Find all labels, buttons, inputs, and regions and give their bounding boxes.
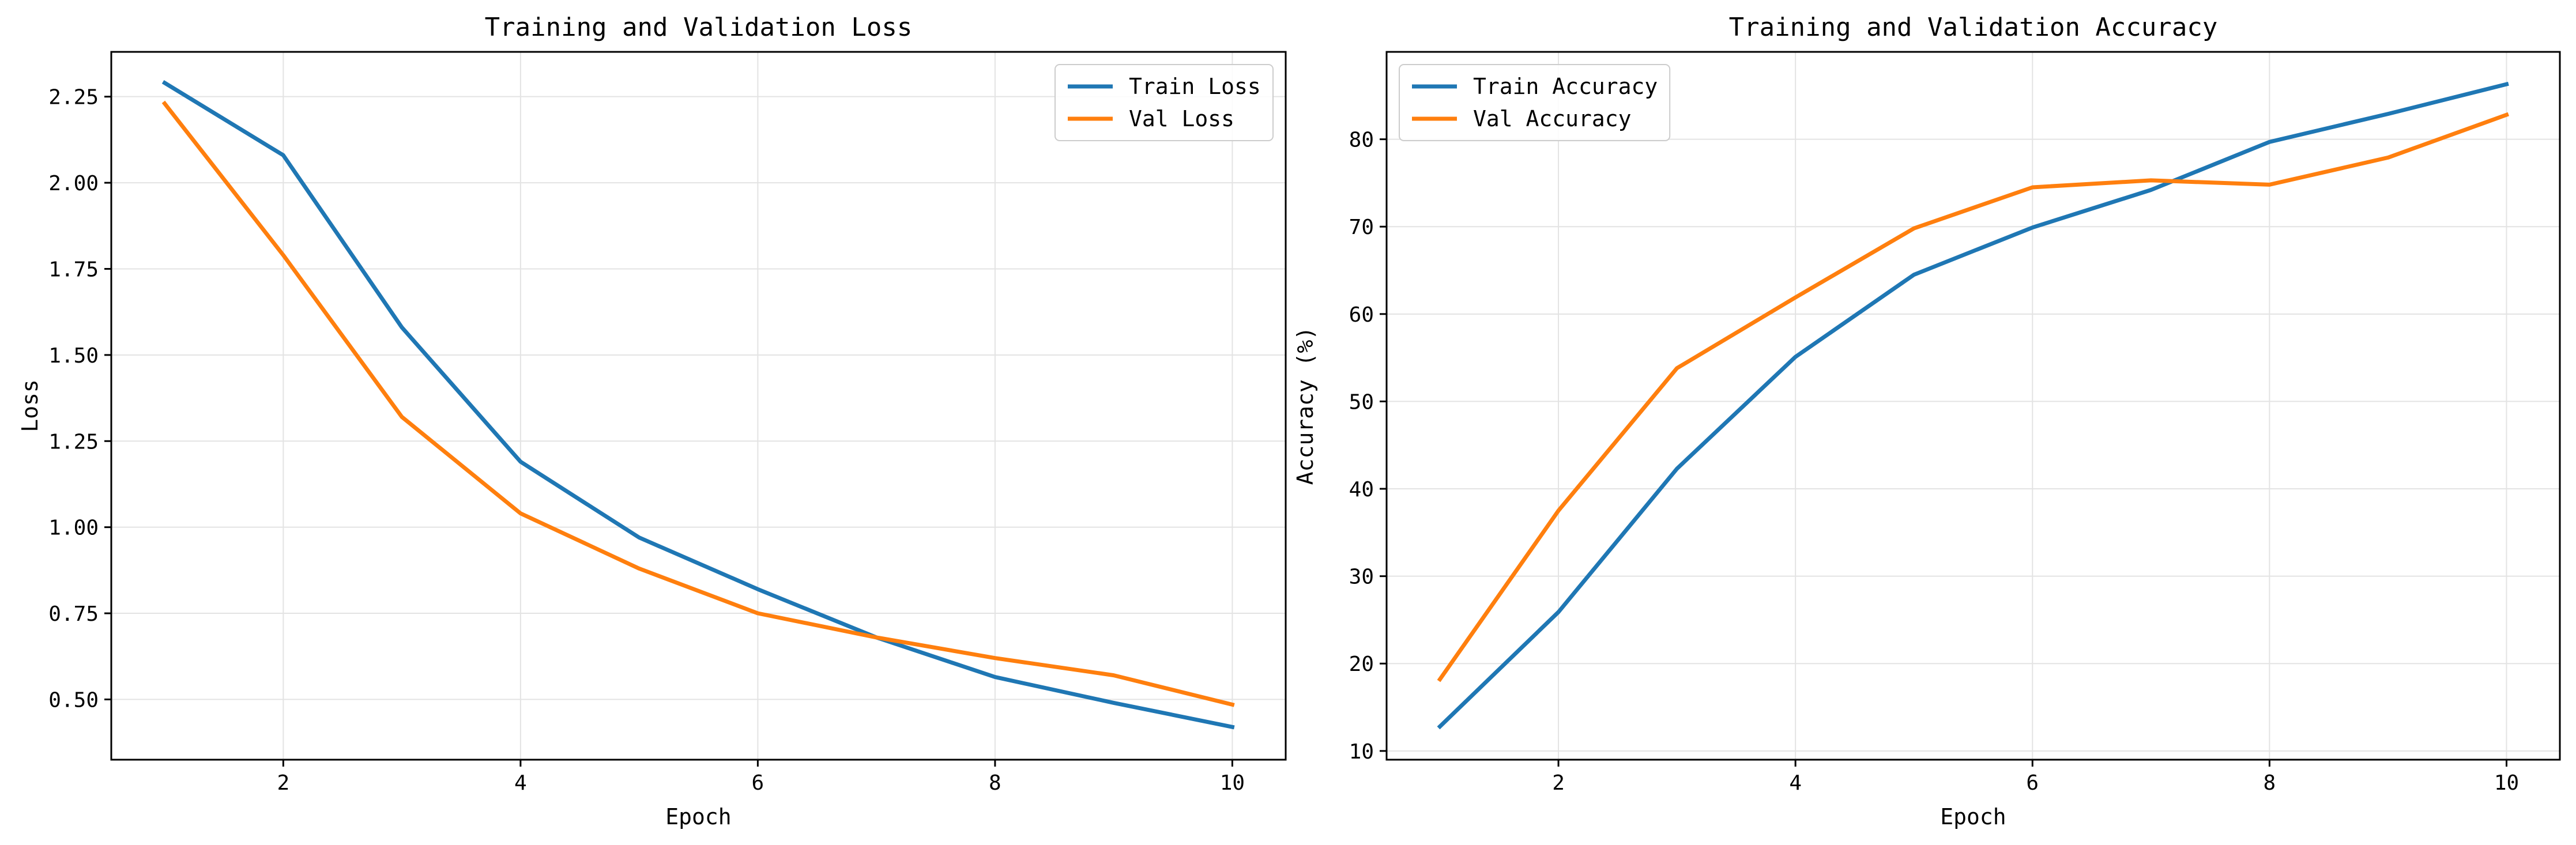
y-tick-label: 0.75 [48,602,99,626]
x-tick-label: 6 [2026,771,2039,795]
x-tick-label: 4 [1789,771,1802,795]
legend-box [1054,64,1274,141]
y-tick-label: 2.25 [48,86,99,110]
chart-title: Training and Validation Accuracy [1729,13,2218,42]
series-line-1 [1437,81,2509,730]
x-axis-label: Epoch [1940,804,2006,829]
x-tick-label: 8 [2264,771,2276,795]
y-tick-label: 1.00 [48,516,99,540]
y-tick-label: 0.50 [48,688,99,712]
x-tick-label: 4 [514,771,527,795]
plot-frame [1385,51,2561,761]
y-tick-label: 70 [1349,216,1374,239]
chart-title: Training and Validation Loss [485,13,913,42]
y-tick-label: 80 [1349,129,1374,152]
y-tick-label: 40 [1349,478,1374,501]
y-tick-label: 1.50 [48,344,99,368]
y-tick-label: 10 [1349,740,1374,764]
plot-frame [110,51,1287,761]
legend-box [1399,64,1671,141]
x-axis-label: Epoch [665,804,731,829]
y-tick-label: 60 [1349,303,1374,327]
x-tick-label: 10 [2494,771,2519,795]
y-tick-label: 1.75 [48,258,99,281]
legend: Train Loss Val Loss [1054,64,1274,141]
series-line-2 [1437,112,2509,682]
legend-label-2: Val Loss [1129,106,1234,131]
y-tick-label: 1.25 [48,430,99,454]
legend-label-1: Train Accuracy [1473,74,1658,99]
y-tick-label: 2.00 [48,172,99,195]
y-tick-label: 50 [1349,390,1374,414]
legend-label-2: Val Accuracy [1473,106,1632,131]
y-tick-label: 30 [1349,565,1374,589]
series-line-2 [161,100,1235,707]
chart-panel-2: 2 4 6 8 10 10 20 30 40 50 60 70 80 Training and Valid… [1293,13,2561,829]
legend-label-1: Train Loss [1129,74,1261,99]
x-tick-label: 2 [277,771,290,795]
legend: Train Accuracy Val Accuracy [1399,64,1671,141]
x-tick-label: 6 [752,771,764,795]
x-tick-label: 2 [1552,771,1565,795]
y-axis-label: Accuracy (%) [1293,327,1318,485]
series-line-1 [161,80,1235,730]
x-tick-label: 10 [1220,771,1245,795]
y-axis-label: Loss [17,379,43,432]
chart-panel-1: 2 4 6 8 10 0.50 0.75 1.00 1.25 1.50 1.75 2.00 2.25 Tr… [17,13,1287,829]
x-tick-label: 8 [989,771,1001,795]
y-tick-label: 20 [1349,652,1374,676]
